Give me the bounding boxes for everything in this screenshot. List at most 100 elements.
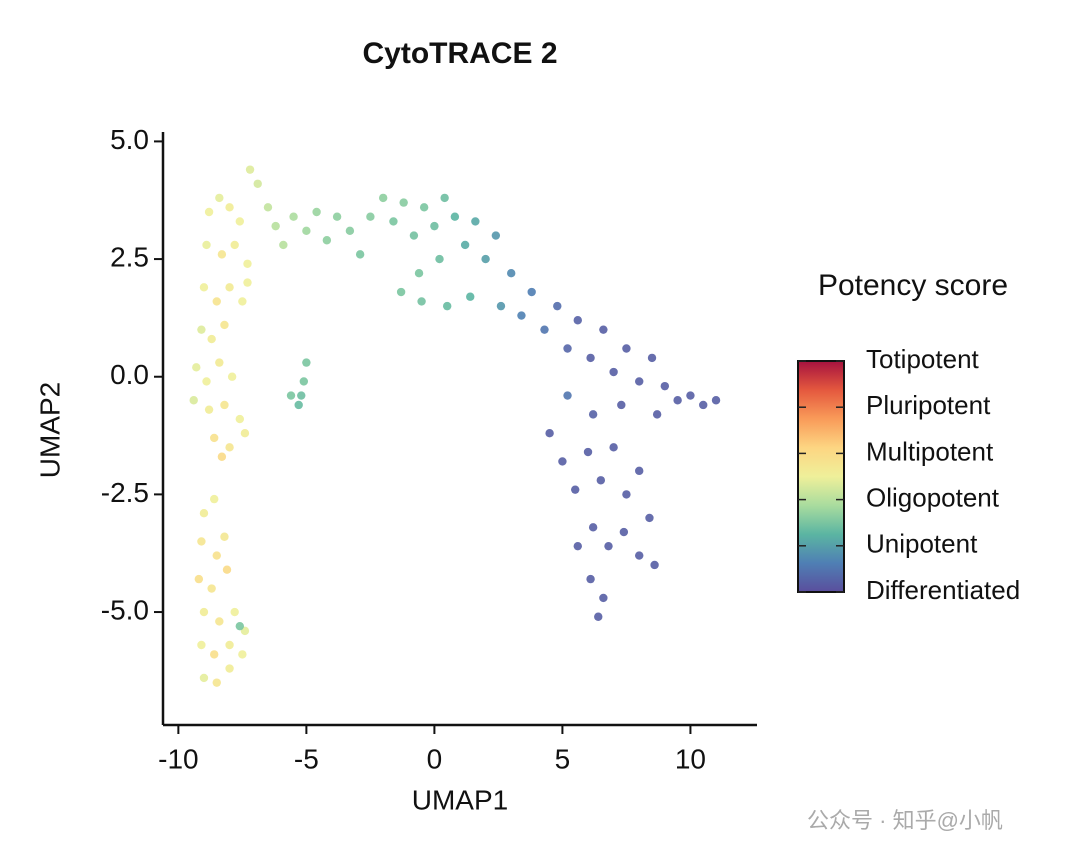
- point: [491, 231, 501, 240]
- point: [409, 231, 419, 240]
- point: [202, 377, 211, 386]
- point: [355, 250, 365, 259]
- point: [417, 297, 426, 306]
- point: [207, 334, 216, 344]
- point: [635, 466, 644, 476]
- point: [225, 203, 234, 212]
- point: [217, 250, 227, 259]
- point: [645, 513, 654, 523]
- point: [517, 311, 526, 320]
- point: [711, 396, 721, 405]
- point: [235, 217, 245, 226]
- point: [212, 297, 221, 306]
- point: [573, 541, 582, 551]
- point: [207, 584, 216, 593]
- point: [435, 254, 444, 264]
- point: [673, 396, 682, 405]
- point: [199, 509, 209, 518]
- point: [279, 240, 288, 250]
- point: [227, 372, 237, 381]
- point: [635, 551, 644, 560]
- colorbar-label: Unipotent: [866, 529, 978, 559]
- point: [563, 391, 572, 400]
- y-tick-label: 5.0: [110, 124, 149, 155]
- watermark: 公众号 · 知乎@小帆: [807, 808, 1003, 833]
- x-tick-label: 0: [427, 743, 443, 774]
- point: [263, 203, 273, 212]
- x-tick-label: 10: [675, 743, 706, 774]
- point: [596, 476, 606, 485]
- point: [253, 179, 262, 188]
- point: [366, 212, 375, 221]
- legend-title: Potency score: [818, 269, 1008, 302]
- point: [496, 301, 506, 311]
- point: [599, 593, 608, 603]
- point: [235, 414, 245, 424]
- point: [238, 650, 247, 659]
- point: [588, 410, 598, 419]
- point: [396, 287, 406, 297]
- point: [545, 429, 554, 438]
- point: [197, 640, 206, 650]
- point: [322, 236, 332, 245]
- point: [540, 325, 549, 334]
- point: [563, 344, 572, 353]
- point: [622, 344, 631, 353]
- point: [215, 617, 224, 626]
- point: [312, 207, 321, 217]
- point: [609, 443, 618, 452]
- point: [650, 560, 659, 570]
- point: [686, 391, 695, 400]
- point: [466, 292, 475, 301]
- point: [460, 240, 470, 250]
- point: [527, 287, 536, 297]
- point: [619, 527, 629, 537]
- point: [210, 433, 219, 443]
- y-tick-label: -5.0: [101, 594, 149, 625]
- colorbar-label: Multipotent: [866, 436, 994, 466]
- point: [217, 452, 227, 461]
- point: [215, 193, 224, 203]
- point: [622, 490, 631, 499]
- point: [286, 391, 296, 400]
- point: [220, 532, 229, 541]
- colorbar-label: Oligopotent: [866, 482, 1000, 512]
- point: [635, 377, 644, 386]
- point: [225, 443, 234, 452]
- point: [204, 207, 214, 217]
- x-tick-label: 5: [555, 743, 571, 774]
- point: [240, 429, 250, 438]
- point: [419, 203, 429, 212]
- point: [204, 405, 214, 414]
- point: [450, 212, 460, 221]
- point: [571, 485, 580, 494]
- point: [243, 278, 252, 287]
- point: [609, 367, 618, 377]
- point: [289, 212, 298, 221]
- point: [212, 551, 221, 560]
- point: [212, 678, 221, 687]
- point: [647, 353, 657, 363]
- point: [399, 198, 408, 207]
- point: [299, 377, 309, 386]
- point: [199, 673, 209, 683]
- point: [573, 316, 582, 325]
- point: [586, 353, 595, 363]
- point: [588, 523, 598, 532]
- point: [194, 574, 204, 584]
- point: [414, 268, 424, 278]
- point: [617, 400, 626, 410]
- point: [332, 212, 342, 221]
- point: [215, 358, 224, 367]
- point: [225, 640, 234, 650]
- point: [378, 193, 388, 203]
- point: [220, 320, 229, 330]
- point: [210, 494, 219, 504]
- point: [197, 325, 206, 334]
- point: [553, 301, 562, 311]
- point: [197, 537, 206, 546]
- point: [297, 391, 306, 400]
- point: [302, 226, 311, 236]
- point: [243, 259, 252, 268]
